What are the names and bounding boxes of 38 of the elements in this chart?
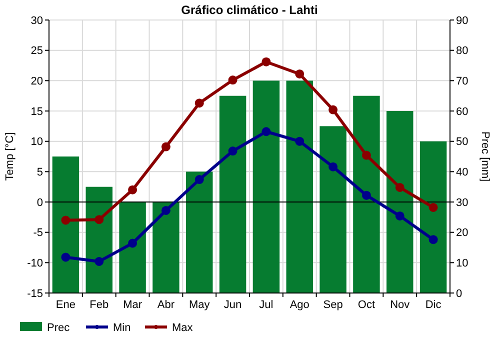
x-tick-label: Dic	[425, 299, 442, 311]
legend-label: Max	[172, 322, 194, 334]
y-axis-title: Temp [°C]	[4, 132, 16, 181]
legend-label: Min	[113, 322, 131, 334]
chart-title: Gráfico climático - Lahti	[181, 3, 318, 17]
x-tick-label: Feb	[90, 299, 109, 311]
x-tick-label: Jul	[259, 299, 274, 311]
y2-tick-label: 40	[456, 166, 468, 179]
x-tick-label: Abr	[157, 299, 175, 311]
y-tick-label: -5	[33, 227, 43, 240]
y2-tick-label: 90	[456, 14, 468, 27]
x-tick-label: Oct	[358, 299, 376, 311]
x-tick-label: May	[188, 299, 210, 311]
y-tick-label: 5	[36, 166, 43, 179]
y2-tick-label: 10	[456, 258, 468, 270]
x-tick-label: Ene	[56, 299, 76, 311]
y2-tick-label: 20	[456, 227, 468, 240]
y-tick-label: 25	[30, 45, 43, 58]
y2-tick-label: 60	[456, 106, 468, 118]
y2-tick-label: 0	[456, 288, 462, 300]
x-tick-label: Jun	[224, 299, 242, 311]
x-tick-label: Nov	[390, 299, 410, 311]
y-tick-label: 15	[30, 106, 43, 118]
x-tick-label: Mar	[123, 299, 142, 311]
y-tick-label: -10	[27, 258, 43, 270]
y-tick-label: 0	[36, 196, 43, 209]
y-tick-label: -15	[27, 288, 43, 300]
x-tick-label: Ago	[290, 299, 310, 311]
y-tick-label: 10	[30, 136, 43, 148]
x-tick-label: Sep	[323, 299, 343, 311]
y2-tick-label: 80	[456, 45, 468, 58]
y2-axis-title: Prec [mm]	[479, 131, 491, 182]
y2-tick-label: 70	[456, 76, 468, 88]
y2-tick-label: 50	[456, 136, 468, 148]
legend-label: Prec	[47, 322, 70, 334]
y-tick-label: 20	[30, 76, 43, 88]
y-tick-label: 30	[30, 14, 43, 27]
y2-tick-label: 30	[456, 196, 468, 209]
